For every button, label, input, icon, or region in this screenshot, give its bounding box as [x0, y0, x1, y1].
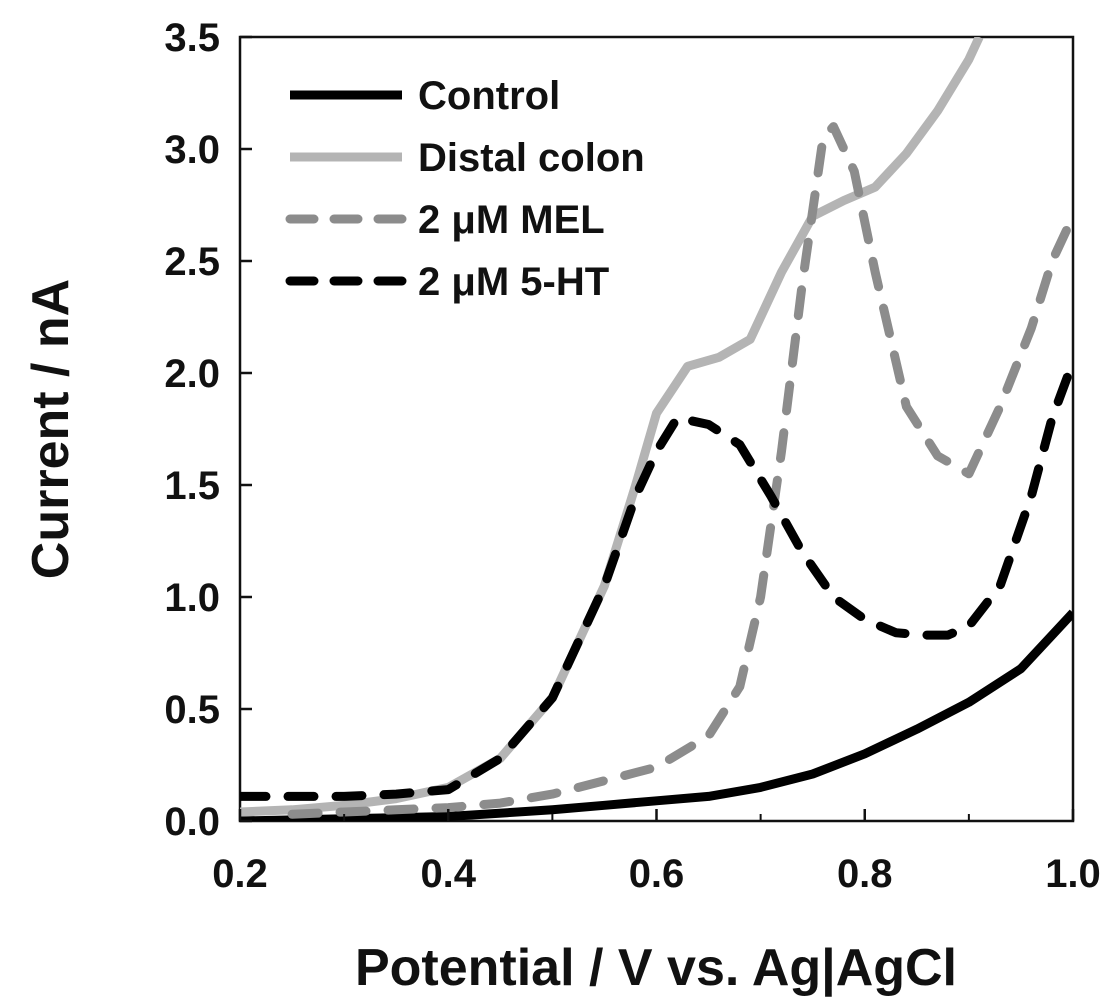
x-tick-label: 0.2	[212, 852, 268, 896]
legend-label: Distal colon	[418, 136, 645, 180]
series-line-1	[240, 609, 1073, 821]
y-tick-label: 2.0	[164, 352, 220, 396]
ticks-layer: 0.2 0.4 0.6 0.8 1.0 0.0 0.5 1.0 1.5 2.0 2.5 3.0 3.5	[164, 16, 1100, 896]
legend-label: Control	[418, 74, 560, 118]
series-layer	[240, 37, 1073, 821]
plot-area	[238, 35, 1075, 823]
series-group	[240, 37, 1073, 821]
x-tick-label: 0.8	[837, 852, 893, 896]
x-axis-title: Potential / V vs. Ag|AgCl	[355, 939, 957, 997]
y-tick-label: 0.0	[164, 800, 220, 844]
y-tick-label: 2.5	[164, 240, 220, 284]
legend-label: 2 μM 5-HT	[418, 260, 609, 304]
x-tick-label: 1.0	[1045, 852, 1101, 896]
y-tick-label: 1.5	[164, 464, 220, 508]
legend-label: 2 μM MEL	[418, 198, 605, 242]
legend: Control Distal colon 2 μM MEL 2 μM 5-HT	[285, 74, 645, 304]
series-line-3	[287, 122, 1073, 819]
y-tick-label: 3.0	[164, 128, 220, 172]
y-tick-label: 3.5	[164, 16, 220, 60]
series-line-4	[240, 357, 1073, 801]
y-tick-label: 1.0	[164, 576, 220, 620]
y-tick-label: 0.5	[164, 688, 220, 732]
x-tick-label: 0.6	[629, 852, 685, 896]
y-axis-title: Current / nA	[22, 279, 80, 579]
x-tick-label: 0.4	[420, 852, 476, 896]
